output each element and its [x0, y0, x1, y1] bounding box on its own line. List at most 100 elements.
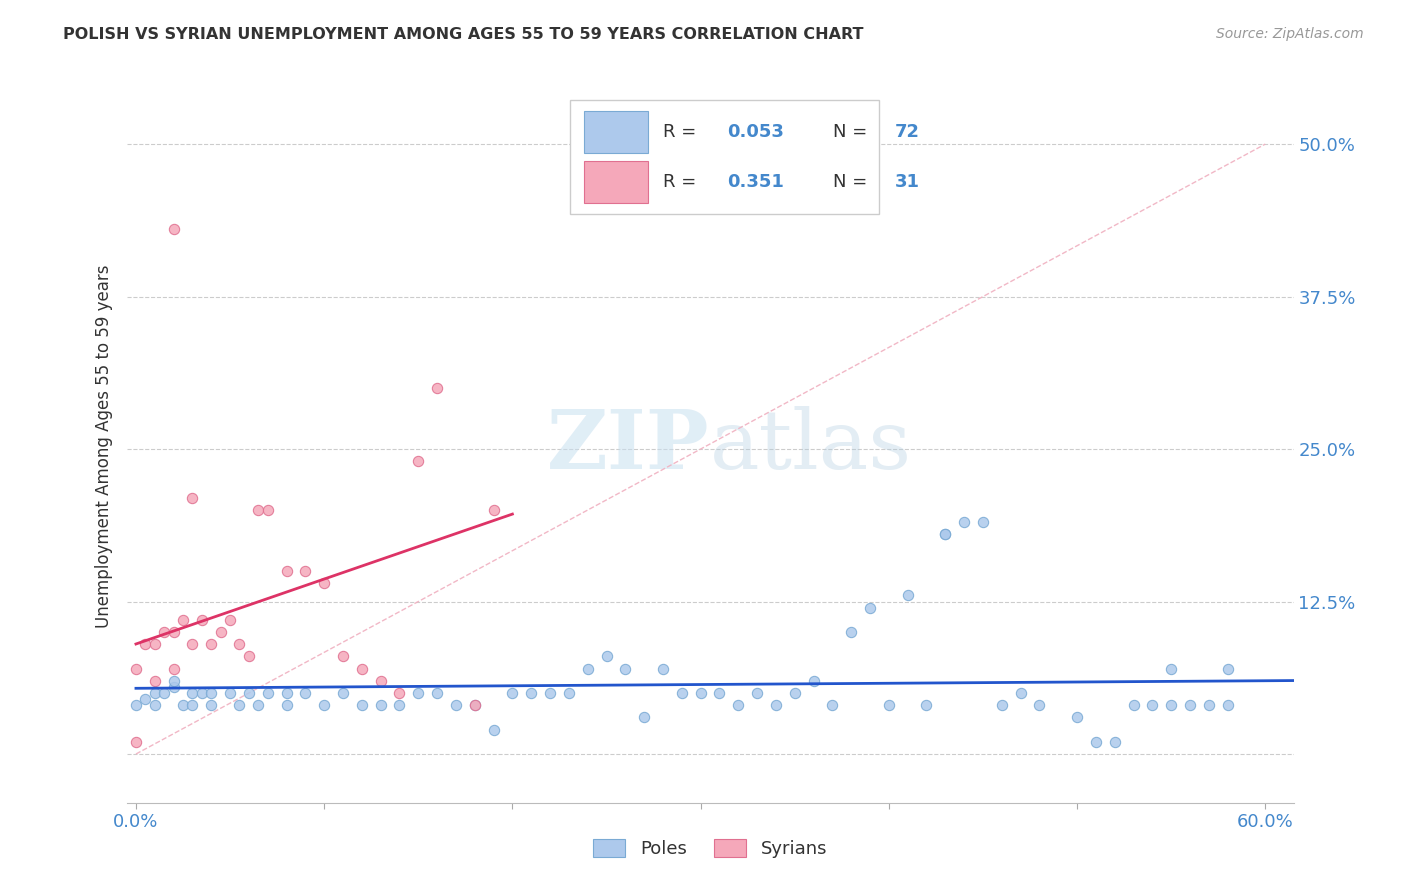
Point	[614, 662, 637, 676]
Point	[839, 625, 862, 640]
Text: R =: R =	[664, 123, 703, 141]
Point	[426, 381, 449, 395]
Point	[1216, 662, 1239, 676]
Text: ZIP: ZIP	[547, 406, 710, 486]
Point	[153, 686, 176, 700]
Point	[162, 673, 184, 688]
Point	[991, 698, 1014, 713]
Point	[501, 686, 523, 700]
Text: N =: N =	[832, 123, 873, 141]
Point	[125, 662, 148, 676]
Point	[219, 613, 242, 627]
Point	[228, 698, 250, 713]
Point	[1160, 662, 1182, 676]
Point	[256, 686, 278, 700]
Point	[276, 564, 298, 578]
Point	[953, 515, 976, 529]
Point	[172, 613, 194, 627]
Point	[1066, 710, 1088, 724]
Point	[181, 686, 204, 700]
Point	[276, 698, 298, 713]
Point	[153, 625, 176, 640]
Point	[228, 637, 250, 651]
Point	[538, 686, 561, 700]
Point	[727, 698, 749, 713]
Point	[143, 673, 166, 688]
Point	[125, 735, 148, 749]
Point	[219, 686, 242, 700]
Point	[276, 686, 298, 700]
Point	[162, 625, 184, 640]
Point	[934, 527, 956, 541]
Point	[162, 222, 184, 236]
Point	[247, 698, 270, 713]
Point	[143, 686, 166, 700]
Point	[482, 503, 505, 517]
Point	[1216, 698, 1239, 713]
Point	[595, 649, 617, 664]
Point	[388, 686, 411, 700]
FancyBboxPatch shape	[583, 111, 648, 153]
Text: POLISH VS SYRIAN UNEMPLOYMENT AMONG AGES 55 TO 59 YEARS CORRELATION CHART: POLISH VS SYRIAN UNEMPLOYMENT AMONG AGES…	[63, 27, 863, 42]
Text: 72: 72	[894, 123, 920, 141]
Point	[783, 686, 806, 700]
Point	[143, 698, 166, 713]
Point	[1028, 698, 1050, 713]
Point	[1198, 698, 1220, 713]
Legend: Poles, Syrians: Poles, Syrians	[586, 831, 834, 865]
Point	[877, 698, 900, 713]
Point	[426, 686, 449, 700]
Text: N =: N =	[832, 173, 873, 191]
FancyBboxPatch shape	[569, 100, 879, 214]
Point	[294, 564, 316, 578]
FancyBboxPatch shape	[583, 161, 648, 203]
Point	[803, 673, 825, 688]
Point	[350, 662, 373, 676]
Text: R =: R =	[664, 173, 709, 191]
Point	[1084, 735, 1107, 749]
Point	[370, 698, 392, 713]
Point	[576, 662, 599, 676]
Point	[464, 698, 486, 713]
Point	[1142, 698, 1164, 713]
Point	[200, 686, 222, 700]
Point	[332, 649, 354, 664]
Point	[247, 503, 270, 517]
Point	[464, 698, 486, 713]
Point	[689, 686, 711, 700]
Point	[143, 637, 166, 651]
Point	[520, 686, 543, 700]
Point	[134, 692, 156, 706]
Text: Source: ZipAtlas.com: Source: ZipAtlas.com	[1216, 27, 1364, 41]
Point	[821, 698, 844, 713]
Point	[370, 673, 392, 688]
Point	[314, 698, 336, 713]
Point	[482, 723, 505, 737]
Point	[200, 698, 222, 713]
Point	[181, 491, 204, 505]
Point	[314, 576, 336, 591]
Point	[558, 686, 581, 700]
Text: atlas: atlas	[710, 406, 912, 486]
Point	[765, 698, 787, 713]
Point	[256, 503, 278, 517]
Point	[1104, 735, 1126, 749]
Point	[209, 625, 232, 640]
Point	[859, 600, 882, 615]
Point	[238, 649, 260, 664]
Point	[332, 686, 354, 700]
Point	[633, 710, 655, 724]
Point	[191, 613, 214, 627]
Point	[972, 515, 994, 529]
Point	[388, 698, 411, 713]
Point	[671, 686, 693, 700]
Point	[181, 698, 204, 713]
Text: 31: 31	[894, 173, 920, 191]
Point	[1122, 698, 1144, 713]
Point	[934, 527, 956, 541]
Point	[238, 686, 260, 700]
Point	[125, 698, 148, 713]
Point	[652, 662, 675, 676]
Point	[162, 662, 184, 676]
Point	[709, 686, 731, 700]
